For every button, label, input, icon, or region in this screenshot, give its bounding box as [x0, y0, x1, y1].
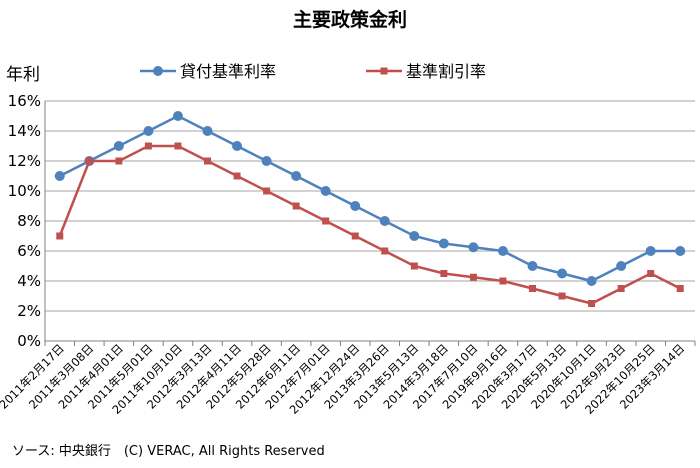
legend-label: 貸付基準利率	[180, 62, 276, 81]
data-point	[586, 276, 597, 286]
data-point	[263, 187, 271, 195]
data-point	[616, 261, 627, 271]
data-point	[350, 201, 361, 211]
y-axis-label: 年利	[6, 65, 40, 85]
y-tick-label: 12%	[8, 152, 41, 170]
series-group	[54, 111, 686, 307]
data-point	[557, 268, 568, 279]
data-point	[202, 126, 213, 136]
data-point	[469, 273, 477, 281]
data-point	[617, 285, 625, 292]
data-point	[529, 285, 536, 292]
data-point	[558, 292, 566, 300]
y-tick-label: 0%	[17, 332, 41, 350]
y-tick-label: 4%	[17, 272, 41, 290]
data-point	[115, 157, 123, 165]
data-point	[379, 216, 390, 226]
data-point	[676, 285, 684, 292]
legend: 貸付基準利率 基準割引率	[140, 62, 486, 81]
data-point	[143, 126, 154, 136]
y-tick-label: 8%	[17, 212, 41, 230]
gridlines	[44, 100, 696, 346]
data-point	[409, 231, 420, 241]
data-point	[499, 277, 507, 285]
x-axis-ticks: 2011年2月17日2011年3月08日2011年4月01日2011年5月01日…	[0, 341, 687, 417]
data-point	[588, 300, 596, 307]
y-axis-ticks: 0% 2% 4% 6% 8% 10% 12% 14% 16%	[8, 92, 41, 350]
chart-title: 主要政策金利	[293, 8, 407, 31]
y-tick-label: 6%	[17, 242, 41, 260]
data-point	[410, 262, 418, 270]
data-point	[172, 111, 183, 121]
data-point	[292, 202, 300, 210]
data-point	[440, 270, 448, 277]
data-point	[233, 172, 241, 180]
y-tick-label: 16%	[8, 92, 41, 110]
data-point	[232, 141, 243, 151]
data-point	[438, 238, 449, 249]
source-note: ソース: 中央銀行 (C) VERAC, All Rights Reserved	[12, 444, 325, 459]
data-point	[645, 246, 656, 256]
legend-marker	[153, 66, 163, 76]
data-point	[322, 217, 330, 225]
data-point	[174, 142, 182, 150]
data-point	[85, 157, 93, 165]
data-point	[381, 247, 389, 255]
y-tick-label: 10%	[8, 182, 41, 200]
data-point	[675, 246, 686, 256]
data-point	[320, 186, 331, 196]
data-point	[54, 171, 65, 181]
data-point	[56, 232, 64, 240]
series-line	[59, 114, 681, 283]
data-point	[497, 246, 508, 256]
data-point	[291, 171, 302, 181]
data-point	[527, 261, 538, 271]
y-tick-label: 14%	[8, 122, 41, 140]
data-point	[647, 270, 655, 277]
legend-marker	[380, 67, 388, 75]
data-point	[113, 141, 124, 151]
data-point	[468, 242, 479, 253]
legend-label: 基準割引率	[406, 62, 486, 81]
data-point	[351, 232, 359, 240]
data-point	[204, 157, 211, 165]
data-point	[261, 156, 272, 166]
y-tick-label: 2%	[17, 302, 41, 320]
data-point	[144, 142, 152, 150]
series-line	[58, 144, 681, 305]
